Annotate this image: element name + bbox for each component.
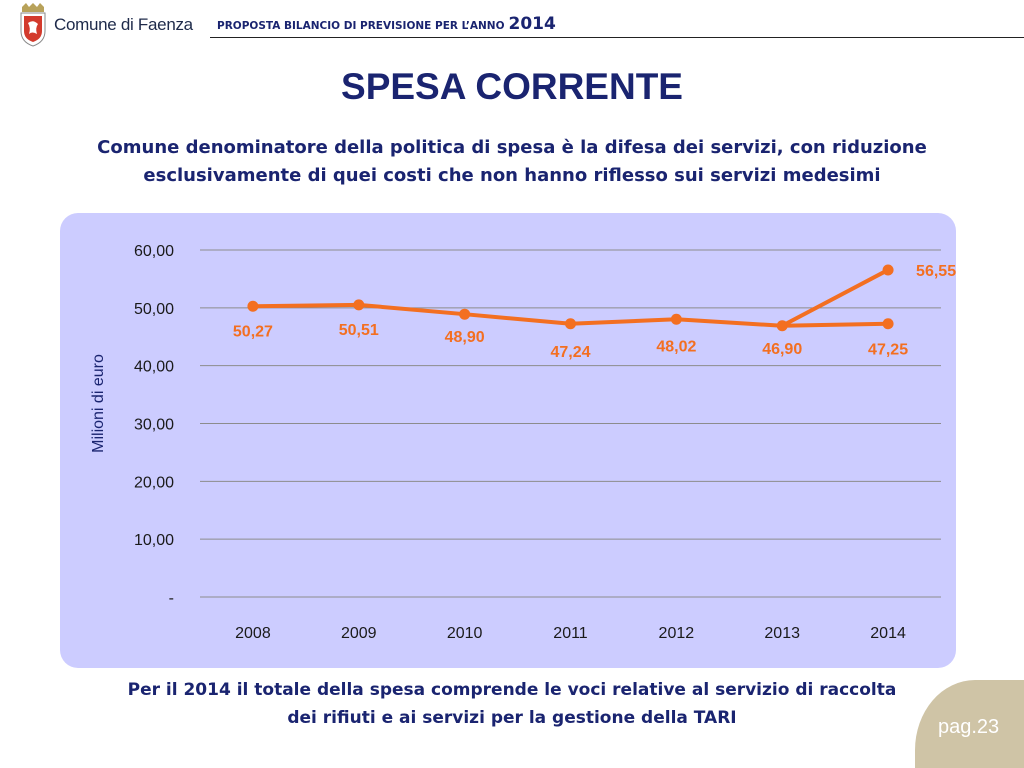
data-point bbox=[565, 318, 576, 330]
org-name: Comune di Faenza bbox=[54, 15, 193, 34]
y-tick-label: 10,00 bbox=[134, 532, 174, 549]
crest-icon bbox=[20, 3, 46, 47]
data-label: 46,90 bbox=[762, 341, 802, 358]
data-point bbox=[882, 318, 894, 330]
footer-line-2: dei rifiuti e ai servizi per la gestione… bbox=[287, 708, 737, 728]
y-tick-label: 50,00 bbox=[134, 301, 174, 318]
y-tick-label: 30,00 bbox=[134, 417, 174, 434]
y-axis-label: Milioni di euro bbox=[90, 354, 107, 453]
data-label: 56,55 bbox=[916, 263, 956, 280]
slide-title: SPESA CORRENTE bbox=[341, 66, 683, 107]
x-tick-label: 2014 bbox=[870, 625, 906, 642]
x-tick-label: 2013 bbox=[764, 625, 800, 642]
data-point bbox=[459, 308, 471, 320]
proposal-year: 2014 bbox=[508, 14, 556, 34]
x-tick-label: 2010 bbox=[447, 625, 483, 642]
slide-subtitle: Comune denominatore della politica di sp… bbox=[60, 134, 964, 190]
subtitle-line-2: esclusivamente di quei costi che non han… bbox=[143, 165, 881, 186]
header-divider bbox=[210, 37, 1024, 38]
footer-line-1: Per il 2014 il totale della spesa compre… bbox=[127, 680, 897, 700]
x-tick-label: 2008 bbox=[235, 625, 271, 642]
subtitle-line-1: Comune denominatore della politica di sp… bbox=[97, 137, 927, 158]
page-number: pag.23 bbox=[938, 716, 1000, 738]
data-label: 50,51 bbox=[339, 322, 379, 339]
data-point bbox=[670, 313, 682, 325]
data-label: 47,24 bbox=[550, 344, 590, 361]
data-label: 50,27 bbox=[233, 323, 273, 340]
y-tick-label: 40,00 bbox=[134, 359, 174, 376]
x-tick-label: 2009 bbox=[341, 625, 377, 642]
y-tick-label: 20,00 bbox=[134, 474, 174, 491]
line-chart: - 10,00 20,00 30,00 40,00 50,00 60,00 Milioni d… bbox=[90, 243, 956, 642]
data-label: 48,90 bbox=[445, 329, 485, 346]
slide-header: Comune di Faenza PROPOSTA BILANCIO DI PR… bbox=[0, 0, 1024, 50]
data-label: 48,02 bbox=[656, 338, 696, 355]
footer-note: Per il 2014 il totale della spesa compre… bbox=[60, 676, 964, 732]
x-tick-label: 2011 bbox=[553, 625, 588, 642]
comune-logo: Comune di Faenza bbox=[18, 2, 193, 48]
series-line bbox=[780, 267, 891, 328]
data-label: 47,25 bbox=[868, 342, 908, 359]
data-point bbox=[247, 300, 259, 312]
proposal-caption: PROPOSTA BILANCIO DI PREVISIONE PER L’AN… bbox=[217, 14, 556, 34]
y-tick-label: - bbox=[169, 590, 174, 607]
data-point bbox=[353, 299, 365, 311]
x-tick-label: 2012 bbox=[659, 625, 695, 642]
chart-panel bbox=[60, 213, 956, 668]
data-point bbox=[882, 264, 894, 276]
y-tick-label: 60,00 bbox=[134, 243, 174, 260]
proposal-text: PROPOSTA BILANCIO DI PREVISIONE PER L’AN… bbox=[217, 20, 505, 32]
